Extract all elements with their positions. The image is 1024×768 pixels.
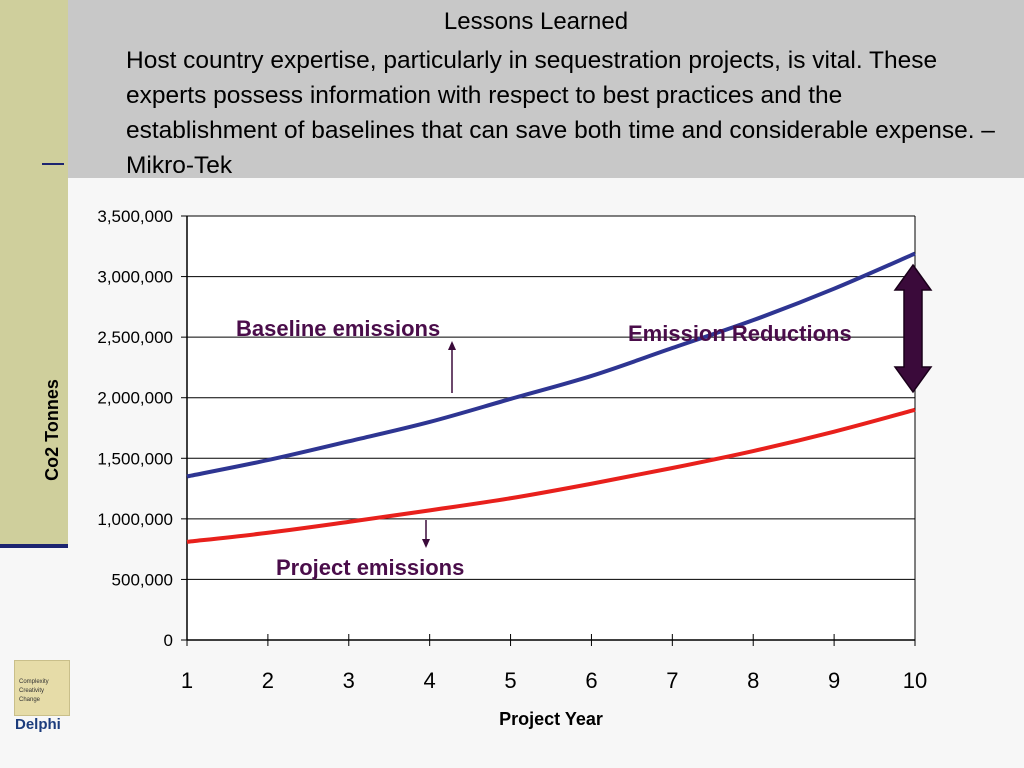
project-annotation: Project emissions [276, 555, 464, 580]
emission-reductions-double-arrow [893, 263, 933, 394]
y-tick-label: 2,000,000 [97, 389, 173, 408]
x-tick-label: 2 [262, 668, 274, 693]
y-tick-label: 500,000 [112, 570, 173, 589]
y-tick-label: 3,000,000 [97, 268, 173, 287]
y-tick-label: 3,500,000 [97, 207, 173, 226]
reductions-annotation: Emission Reductions [628, 321, 852, 346]
x-tick-label: 5 [504, 668, 516, 693]
y-tick-label: 1,500,000 [97, 449, 173, 468]
logo-line-3: Change [19, 697, 41, 703]
header-title: Lessons Learned [443, 8, 629, 35]
dash-mark [42, 163, 64, 165]
x-tick-label: 7 [666, 668, 678, 693]
delphi-logo: Complexity Creativity Change Delphi [14, 660, 70, 734]
ylabel: Co2 Tonnes [42, 379, 62, 481]
x-tick-label: 1 [181, 668, 193, 693]
x-tick-label: 8 [747, 668, 759, 693]
x-tick-label: 3 [343, 668, 355, 693]
y-tick-label: 2,500,000 [97, 328, 173, 347]
y-tick-label: 1,000,000 [97, 510, 173, 529]
x-tick-label: 6 [585, 668, 597, 693]
x-tick-label: 4 [424, 668, 436, 693]
header-quote: Host country expertise, particularly in … [126, 47, 995, 179]
plot-area [187, 216, 915, 640]
side-rule [0, 544, 68, 548]
project-pointer-head [422, 539, 430, 548]
y-tick-label: 0 [164, 631, 173, 650]
baseline-annotation: Baseline emissions [236, 316, 440, 341]
logo-box: Complexity Creativity Change [14, 660, 70, 716]
x-tick-label: 10 [903, 668, 927, 693]
logo-line-2: Creativity [19, 688, 45, 694]
baseline-pointer-head [448, 341, 456, 350]
header-box [68, 0, 1024, 178]
project-emissions-line [186, 407, 916, 544]
side-band [0, 0, 68, 545]
logo-name: Delphi [15, 716, 61, 733]
xlabel: Project Year [499, 709, 603, 729]
logo-line-1: Complexity [19, 679, 49, 685]
x-tick-label: 9 [828, 668, 840, 693]
baseline-emissions-line [186, 251, 916, 479]
